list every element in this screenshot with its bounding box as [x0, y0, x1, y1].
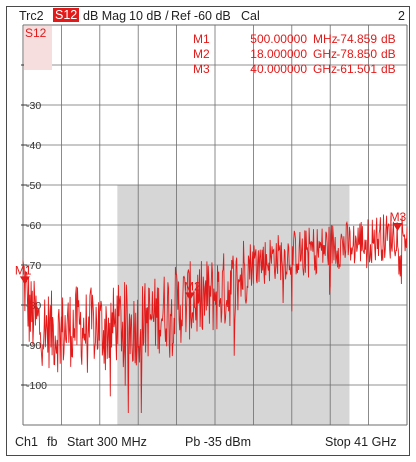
- marker-row-frequency: 40.000000: [250, 62, 307, 76]
- channel-label[interactable]: Ch1: [15, 435, 38, 449]
- graticule: [22, 24, 408, 426]
- marker-m3-label: M3: [390, 210, 407, 224]
- markers: M1 M2 M3: [15, 210, 407, 301]
- trace-label-text: S12: [25, 26, 47, 40]
- marker-m2-label: M2: [184, 279, 201, 293]
- marker-row-value-unit: dB: [381, 47, 396, 61]
- channel-footer: Ch1 fb Start 300 MHz Pb -35 dBm Stop 41 …: [7, 435, 409, 453]
- reference-label[interactable]: Ref -60 dB: [171, 9, 231, 23]
- marker-row-frequency: 500.00000: [250, 32, 307, 46]
- y-tick-label: -30: [26, 100, 41, 112]
- parameter-badge[interactable]: S12: [53, 8, 80, 22]
- trace-label-chip: [24, 26, 52, 70]
- marker-row-value: -74.859: [336, 32, 377, 46]
- y-tick-label: -60: [26, 220, 41, 232]
- marker-row-frequency-unit: MHz: [313, 32, 338, 46]
- y-tick-label: -90: [26, 340, 41, 352]
- marker-m2-triangle: [184, 292, 195, 301]
- marker-row-value-unit: dB: [381, 62, 396, 76]
- y-tick-label: -100: [26, 380, 47, 392]
- y-tick-label: -50: [26, 180, 41, 192]
- marker-row-name: M1: [193, 32, 210, 46]
- scale-label[interactable]: 10 dB /: [129, 9, 169, 23]
- power-level[interactable]: Pb -35 dBm: [185, 435, 252, 449]
- calibration-label: Cal: [241, 9, 260, 23]
- marker-row-name: M3: [193, 62, 210, 76]
- trace-header: Trc2 S12 dB Mag 10 dB / Ref -60 dB Cal 2: [7, 7, 409, 25]
- marker-row-frequency-unit: GHz: [313, 47, 337, 61]
- format-label[interactable]: dB Mag: [83, 9, 127, 23]
- marker-row-frequency: 18.000000: [250, 47, 307, 61]
- analyzer-display: Trc2 S12 dB Mag 10 dB / Ref -60 dB Cal 2…: [6, 6, 410, 456]
- trace-number: 2: [398, 9, 405, 23]
- trace-label[interactable]: Trc2: [19, 9, 44, 23]
- y-tick-label: -40: [26, 140, 41, 152]
- marker-m1-label: M1: [15, 263, 32, 277]
- start-frequency[interactable]: Start 300 MHz: [67, 435, 147, 449]
- marker-row-value: -61.501: [336, 62, 377, 76]
- marker-m3-triangle: [392, 223, 403, 232]
- marker-m1-triangle: [19, 276, 30, 285]
- marker-row-name: M2: [193, 47, 210, 61]
- marker-row-value-unit: dB: [381, 32, 396, 46]
- y-tick-label: -70: [26, 260, 41, 272]
- marker-row-frequency-unit: GHz: [313, 62, 337, 76]
- channel-flag: fb: [47, 435, 58, 449]
- marker-row-value: -78.850: [336, 47, 377, 61]
- trace-line: [22, 214, 408, 414]
- marker-table: M1 500.00000 MHz-74.859 dB M2 18.000000 GHz -78…: [193, 32, 396, 76]
- trace-path: [22, 214, 408, 414]
- stop-frequency[interactable]: Stop 41 GHz: [325, 435, 397, 449]
